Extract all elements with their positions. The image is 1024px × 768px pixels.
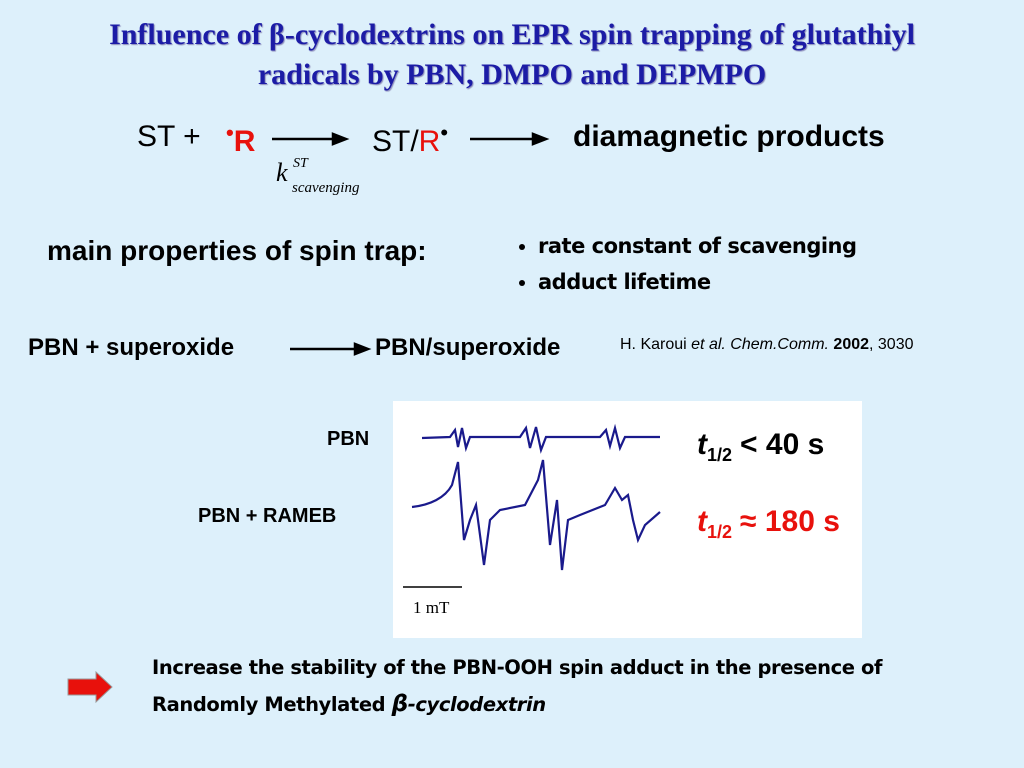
- conclusion: Increase the stability of the PBN-OOH sp…: [152, 650, 972, 723]
- conclusion-suffix: -cyclodextrin: [407, 693, 546, 716]
- value: ≈ 180 s: [740, 505, 840, 538]
- title-line: Influence of β-cyclodextrins on EPR spin…: [109, 18, 915, 51]
- reactant: ST +: [137, 120, 201, 153]
- properties-list: rate constant of scavenging adduct lifet…: [520, 228, 857, 300]
- epr-spectra: [411, 423, 661, 571]
- example-product: PBN/superoxide: [375, 334, 561, 361]
- title-line: radicals by PBN, DMPO and DEPMPO: [257, 58, 767, 91]
- scale-label: 1 mT: [413, 598, 450, 617]
- conclusion-text: Increase the stability of the PBN-OOH sp…: [152, 656, 883, 716]
- property: rate constant of scavenging: [538, 228, 857, 264]
- spectrum-label: PBN + RAMEB: [198, 505, 337, 527]
- t: t: [697, 428, 707, 461]
- t: t: [697, 505, 707, 538]
- dot: •: [440, 120, 449, 145]
- radical-r: R: [233, 125, 256, 158]
- red-arrow: [67, 670, 113, 704]
- halflife: t1/2 < 40 s: [697, 428, 824, 466]
- property: adduct lifetime: [538, 264, 857, 300]
- sub: 1/2: [707, 522, 733, 542]
- adduct: ST/R•: [372, 120, 448, 159]
- sub: 1/2: [707, 445, 733, 465]
- spectrum-label: PBN: [327, 428, 370, 450]
- ref-page: , 3030: [869, 336, 914, 353]
- value: < 40 s: [740, 428, 825, 461]
- adduct-st: ST/: [372, 125, 419, 158]
- dot: •: [226, 120, 234, 145]
- ref-authors: H. Karoui: [620, 336, 687, 353]
- rate-subscript: scavenging: [292, 180, 360, 196]
- product: diamagnetic products: [573, 120, 885, 153]
- example-reactant: PBN + superoxide: [28, 334, 235, 361]
- beta: β: [391, 691, 408, 717]
- halflife: t1/2 ≈ 180 s: [697, 505, 840, 543]
- reference: H. Karoui et al. Chem.Comm. 2002, 3030: [620, 336, 914, 354]
- properties-heading: main properties of spin trap:: [47, 235, 427, 266]
- rate-symbol: k: [276, 158, 288, 187]
- ref-journal: et al. Chem.Comm.: [691, 336, 829, 353]
- ref-year: 2002: [833, 336, 870, 353]
- rate-superscript: ST: [293, 156, 308, 171]
- adduct-r: R: [418, 125, 441, 158]
- arrows: [272, 132, 550, 356]
- radical: •R: [226, 120, 255, 159]
